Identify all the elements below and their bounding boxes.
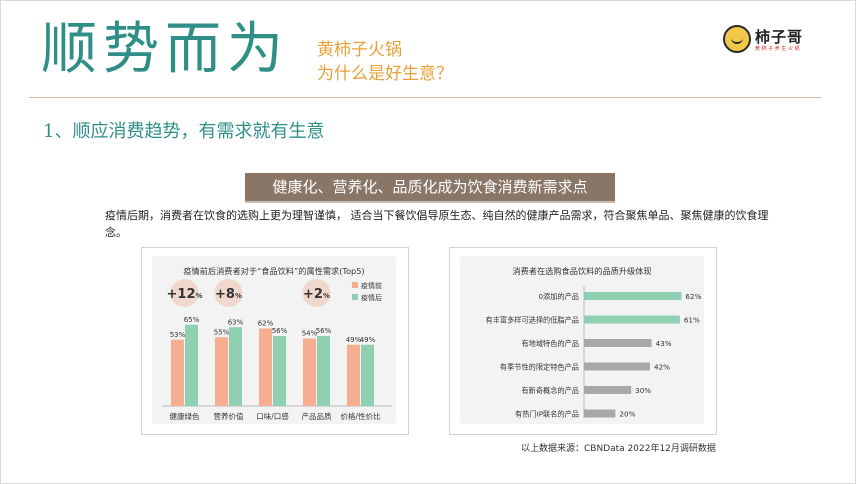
logo-name: 柿子哥 (755, 28, 804, 46)
bar (229, 327, 242, 406)
y-tick-label: 有地域特色的产品 (521, 339, 579, 348)
data-label: 49% (360, 336, 376, 344)
data-label: 54% (302, 330, 318, 338)
bar (273, 336, 286, 406)
brand-logo: 柿子哥 黄 柿 子 养 生 火 锅 (723, 25, 823, 57)
x-tick-label: 营养价值 (214, 411, 244, 421)
y-tick-label: 有丰富多样可选择的低脂产品 (486, 316, 579, 325)
data-label: 53% (170, 331, 186, 339)
y-tick-label: 有季节性的限定特色产品 (500, 363, 579, 372)
data-label: 56% (272, 327, 288, 335)
bar (185, 324, 198, 406)
bar (347, 344, 360, 406)
data-label: 49% (346, 336, 362, 344)
data-label: 65% (184, 316, 200, 324)
logo-tagline: 黄 柿 子 养 生 火 锅 (755, 46, 800, 52)
x-tick-label: 产品品质 (302, 411, 332, 421)
page-title: 顺势而为 (41, 17, 289, 82)
bar (171, 339, 184, 406)
x-tick-label: 健康绿色 (170, 411, 200, 421)
bar (303, 338, 316, 406)
chart-panel-left: 疫情前后消费者对于“食品饮料”的属性需求(Top5) 53% 65% 健康绿色 55% 6… (152, 256, 396, 424)
legend-label: 疫情后 (361, 293, 382, 302)
data-label: 63% (228, 318, 244, 326)
x-tick-label: 价格/性价比 (340, 411, 381, 421)
horizontal-bar-chart: 消费者在选购食品饮料的品质升级体现 0添加的产品 62% 有丰富多样可选择的低脂产品 6… (486, 266, 702, 419)
x-tick-label: 口味/口感 (256, 411, 289, 421)
bar (361, 344, 374, 406)
data-label: 62% (685, 292, 701, 301)
chart-panel-right: 消费者在选购食品饮料的品质升级体现 0添加的产品 62% 有丰富多样可选择的低脂产品 6… (460, 256, 704, 424)
callout-unit: % (323, 292, 330, 300)
data-label: 20% (619, 410, 635, 419)
data-label: 55% (214, 328, 230, 336)
page-subtitle-question: 为什么是好生意？ (317, 64, 453, 84)
callout-bubble (214, 279, 243, 307)
bar (317, 336, 330, 406)
callout-bubble (302, 279, 331, 307)
data-label: 62% (258, 320, 274, 328)
data-label: 61% (684, 316, 700, 325)
data-label: 42% (654, 363, 670, 372)
legend-label: 疫情前 (361, 281, 382, 290)
bar (584, 409, 616, 418)
chart-title: 消费者在选购食品饮料的品质升级体现 (512, 266, 651, 276)
callout-unit: % (235, 292, 242, 300)
chart-title: 疫情前后消费者对于“食品饮料”的属性需求(Top5) (183, 266, 364, 276)
source-note: 以上数据来源：CBNData 2022年12月调研数据 (521, 444, 716, 454)
callout-label: +12% (167, 287, 203, 302)
header-divider (29, 97, 821, 98)
y-tick-label: 0添加的产品 (538, 292, 579, 301)
intro-paragraph: 疫情后期，消费者在饮食的选购上更为理智谨慎， 适合当下餐饮倡导原生态、纯自然的健… (105, 209, 769, 239)
y-tick-label: 有热门IP联名的产品 (515, 410, 579, 419)
bar (584, 315, 680, 324)
bar (584, 386, 632, 394)
bar (584, 362, 650, 371)
chart-card-right: 消费者在选购食品饮料的品质升级体现 0添加的产品 62% 有丰富多样可选择的低脂产品 6… (449, 247, 717, 435)
callout-bubble (170, 279, 199, 307)
legend-swatch (352, 282, 358, 288)
data-label: 56% (316, 327, 332, 335)
data-label: 43% (656, 339, 672, 348)
grouped-bar-chart: 疫情前后消费者对于“食品饮料”的属性需求(Top5) 53% 65% 健康绿色 55% 6… (162, 266, 392, 421)
bar (215, 337, 228, 406)
bar (584, 339, 652, 347)
page-subtitle-brand: 黄柿子火锅 (317, 40, 402, 60)
bar (584, 292, 682, 300)
headline-banner: 健康化、营养化、品质化成为饮食消费新需求点 (245, 173, 615, 201)
callout-unit: % (195, 292, 202, 300)
bar (259, 328, 272, 406)
logo-mascot-icon (723, 25, 751, 53)
section-title: 1、顺应消费趋势，有需求就有生意 (43, 121, 325, 142)
legend-swatch (352, 294, 358, 300)
data-label: 30% (635, 386, 651, 395)
y-tick-label: 有新奇概念的产品 (521, 386, 579, 395)
chart-card-left: 疫情前后消费者对于“食品饮料”的属性需求(Top5) 53% 65% 健康绿色 55% 6… (141, 247, 409, 435)
